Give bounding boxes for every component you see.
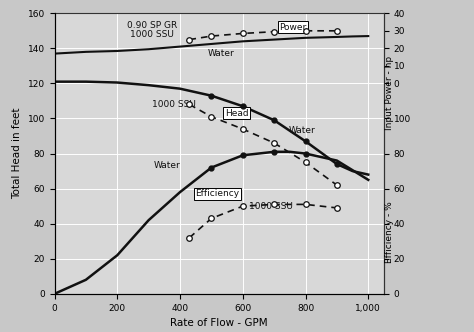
Y-axis label: Total Head in feet: Total Head in feet [12,108,22,199]
Text: Efficiency - %: Efficiency - % [385,202,394,263]
X-axis label: Rate of Flow - GPM: Rate of Flow - GPM [171,318,268,328]
Text: Head: Head [225,109,248,118]
Text: Power: Power [279,23,307,32]
Text: 1000 SSU: 1000 SSU [152,100,196,109]
Text: Water: Water [154,161,181,170]
Text: 1000 SSU: 1000 SSU [130,30,173,39]
Text: Water: Water [208,49,234,58]
Text: Water: Water [289,126,316,135]
Text: 0.90 SP GR: 0.90 SP GR [127,21,177,30]
Text: 1000 SSU: 1000 SSU [249,202,293,210]
Text: Input Power - hp: Input Power - hp [385,56,394,130]
Text: Efficiency: Efficiency [196,189,240,199]
